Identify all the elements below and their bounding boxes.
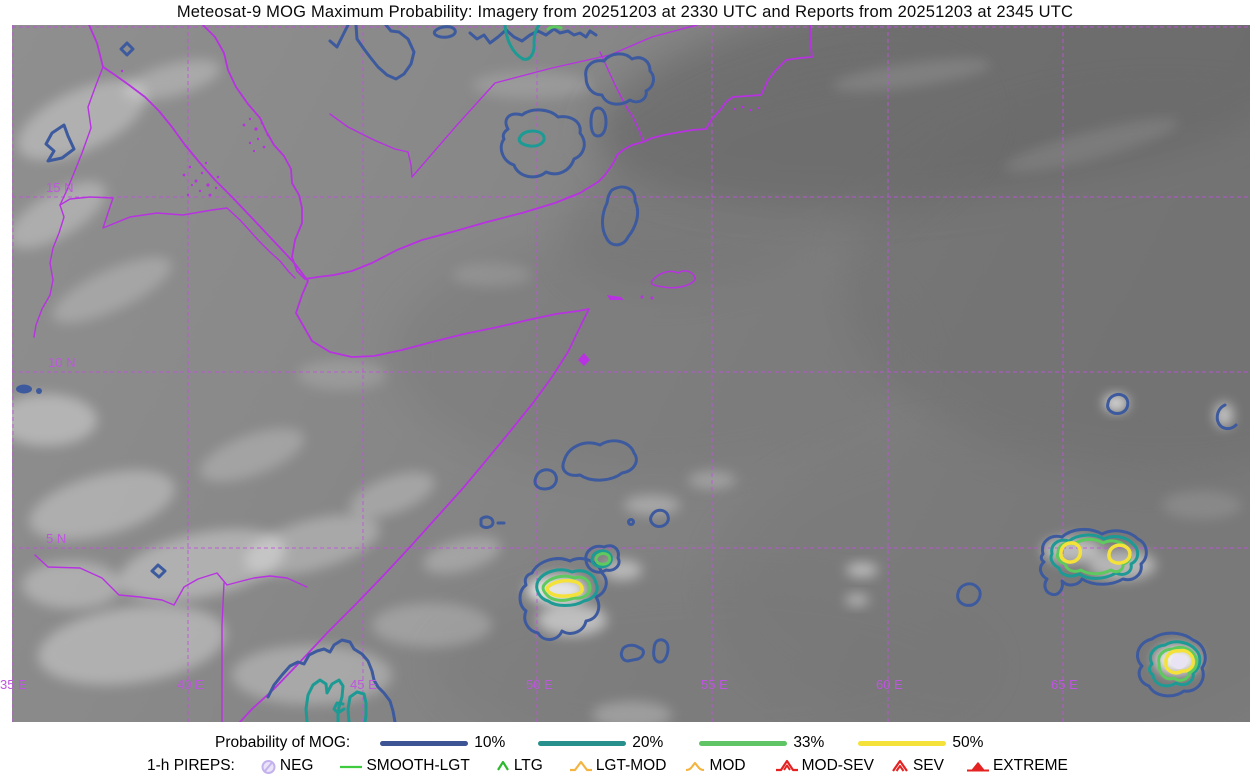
pirep-label: EXTREME xyxy=(992,757,1068,774)
pirep-item-mod: MOD xyxy=(684,757,746,775)
mod-icon xyxy=(686,761,705,772)
pireps-legend-label: 1-h PIREPS: xyxy=(147,757,235,774)
lon-label-50e: 50 E xyxy=(526,677,553,692)
probability-legend-row: Probability of MOG: 10% 20% 33% 50% xyxy=(215,733,983,753)
lon-label-35e: 35 E xyxy=(0,677,27,692)
map-canvas: 15 N 10 N 5 N 35 E 40 E 45 E 50 E 55 E 6… xyxy=(0,25,1250,722)
legend-swatch-50pct xyxy=(858,740,947,746)
pirep-label: SEV xyxy=(912,757,944,774)
lon-label-40e: 40 E xyxy=(177,677,204,692)
pirep-label: SMOOTH-LGT xyxy=(366,757,470,774)
ltg-icon xyxy=(496,760,509,771)
pirep-label: NEG xyxy=(279,757,314,774)
lon-label-65e: 65 E xyxy=(1051,677,1078,692)
pireps-legend-row: 1-h PIREPS: NEG SMOOTH-LGT LTG LGT-M xyxy=(147,756,1068,776)
lat-label-15n: 15 N xyxy=(46,180,73,195)
lon-label-45e: 45 E xyxy=(350,677,377,692)
pirep-label: LGT-MOD xyxy=(595,757,667,774)
smooth-lgt-icon xyxy=(340,765,363,769)
legend-label-20pct: 20% xyxy=(632,734,664,751)
pirep-item-mod-sev: MOD-SEV xyxy=(775,757,874,775)
legend-label-33pct: 33% xyxy=(793,734,825,751)
bright-cloud-core xyxy=(1171,655,1187,669)
lgt-mod-icon xyxy=(569,760,592,772)
lat-label-10n: 10 N xyxy=(48,355,75,370)
pirep-label: MOD xyxy=(709,757,746,774)
mod-sev-icon xyxy=(775,759,798,772)
lon-label-60e: 60 E xyxy=(876,677,903,692)
probability-legend-label: Probability of MOG: xyxy=(215,734,351,751)
legend-swatch-20pct xyxy=(538,740,627,746)
red-sea-island-speckles xyxy=(120,69,761,197)
pirep-item-lgt-mod: LGT-MOD xyxy=(569,757,667,775)
lon-label-55e: 55 E xyxy=(701,677,728,692)
grid-labels: 15 N 10 N 5 N 35 E 40 E 45 E 50 E 55 E 6… xyxy=(0,180,1078,692)
mog-contours-10pct xyxy=(16,25,1238,722)
page-title: Meteosat-9 MOG Maximum Probability: Imag… xyxy=(176,3,1074,21)
mog-contours-50pct xyxy=(545,541,1195,675)
extreme-icon xyxy=(966,762,989,772)
pirep-item-extreme: EXTREME xyxy=(966,757,1068,775)
sev-icon xyxy=(892,759,908,772)
neg-icon xyxy=(261,759,276,774)
legend-swatch-33pct xyxy=(699,740,788,746)
legend-label-10pct: 10% xyxy=(474,734,506,751)
pirep-item-ltg: LTG xyxy=(495,757,543,775)
legend-label-50pct: 50% xyxy=(952,734,984,751)
pirep-label: LTG xyxy=(513,757,543,774)
pirep-item-neg: NEG xyxy=(260,757,314,775)
coastlines-borders xyxy=(33,25,813,722)
pirep-label: MOD-SEV xyxy=(801,757,874,774)
islands xyxy=(120,69,761,366)
pirep-item-sev: SEV xyxy=(890,757,944,775)
mog-contours-20pct xyxy=(304,25,1202,722)
satellite-map: 15 N 10 N 5 N 35 E 40 E 45 E 50 E 55 E 6… xyxy=(0,25,1250,722)
pirep-item-smooth-lgt: SMOOTH-LGT xyxy=(339,757,470,775)
lat-label-5n: 5 N xyxy=(46,531,66,546)
legend-swatch-10pct xyxy=(380,740,469,746)
